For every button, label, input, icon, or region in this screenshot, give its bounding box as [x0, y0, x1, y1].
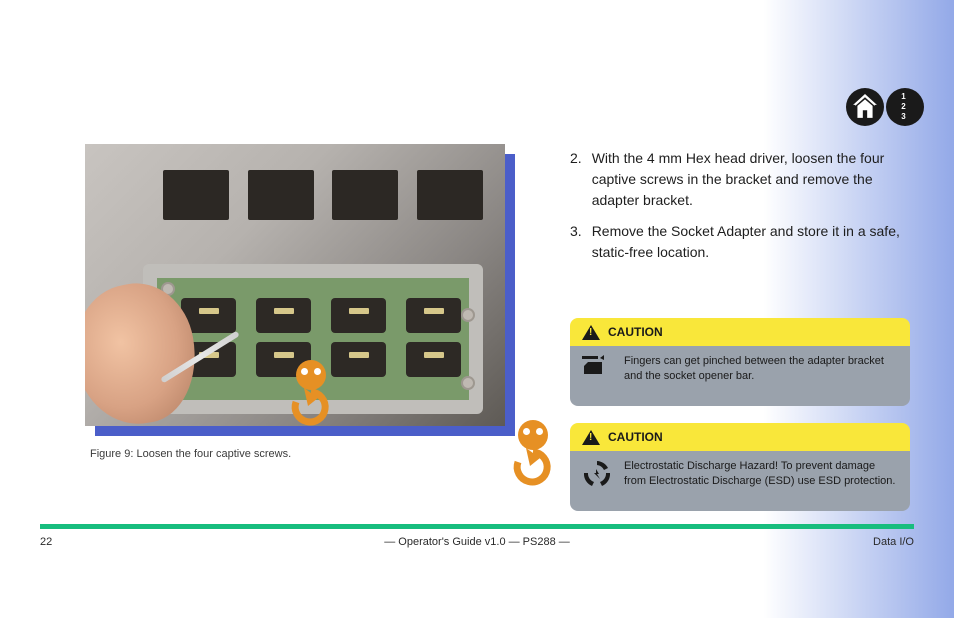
instruction-steps: 2. With the 4 mm Hex head driver, loosen… [570, 148, 910, 273]
captive-screw [461, 376, 475, 390]
socket [331, 342, 386, 377]
divider-bar [40, 524, 914, 529]
caution-header-text: CAUTION [608, 325, 663, 339]
socket [406, 298, 461, 333]
caution-header-text: CAUTION [608, 430, 663, 444]
cap [417, 170, 483, 220]
figure-caption: Figure 9: Loosen the four captive screws… [90, 448, 291, 460]
cap [332, 170, 398, 220]
home-button[interactable] [846, 88, 884, 126]
caution-pinch: CAUTION Fingers can get pinched between … [570, 318, 910, 406]
socket-row [181, 298, 461, 333]
step-number: 3. [570, 221, 582, 263]
cap [163, 170, 229, 220]
step-3: 3. Remove the Socket Adapter and store i… [570, 221, 910, 263]
rotate-arrow-icon [290, 388, 332, 435]
step-2: 2. With the 4 mm Hex head driver, loosen… [570, 148, 910, 211]
footer-brand: Data I/O [873, 536, 914, 548]
caution-esd: CAUTION Electrostatic Discharge Hazard! … [570, 423, 910, 511]
socket [331, 298, 386, 333]
marker-head-icon [518, 420, 548, 450]
rotate-arrow-icon [512, 448, 554, 495]
caution-body: Electrostatic Discharge Hazard! To preve… [570, 451, 910, 511]
list-row: 2 [901, 103, 908, 111]
socket [256, 298, 311, 333]
list-row: 3 [901, 113, 908, 121]
top-caps [163, 170, 483, 220]
caution-header: CAUTION [570, 423, 910, 451]
callout-marker [285, 360, 337, 434]
caution-body-text: Electrostatic Discharge Hazard! To preve… [624, 459, 900, 489]
list-num-3: 3 [901, 113, 905, 121]
esd-icon [580, 459, 614, 489]
marker-head-icon [296, 360, 326, 390]
footer-title: — Operator's Guide v1.0 — PS288 — [0, 536, 954, 548]
home-icon [852, 94, 878, 120]
caution-body-text: Fingers can get pinched between the adap… [624, 354, 900, 384]
figure-area [85, 144, 515, 436]
nav-icons: 1 2 3 [846, 88, 924, 126]
socket [406, 342, 461, 377]
warning-triangle-icon [582, 325, 600, 340]
step-number: 2. [570, 148, 582, 211]
list-num-1: 1 [901, 93, 905, 101]
caution-body: Fingers can get pinched between the adap… [570, 346, 910, 406]
cap [248, 170, 314, 220]
list-row: 1 [901, 93, 908, 101]
captive-screw [461, 308, 475, 322]
step-text: Remove the Socket Adapter and store it i… [592, 221, 910, 263]
index-button[interactable]: 1 2 3 [886, 88, 924, 126]
pinch-hand-icon [580, 354, 614, 384]
list-num-2: 2 [901, 103, 905, 111]
warning-triangle-icon [582, 430, 600, 445]
caution-header: CAUTION [570, 318, 910, 346]
step-text: With the 4 mm Hex head driver, loosen th… [592, 148, 910, 211]
callout-marker [507, 420, 559, 494]
